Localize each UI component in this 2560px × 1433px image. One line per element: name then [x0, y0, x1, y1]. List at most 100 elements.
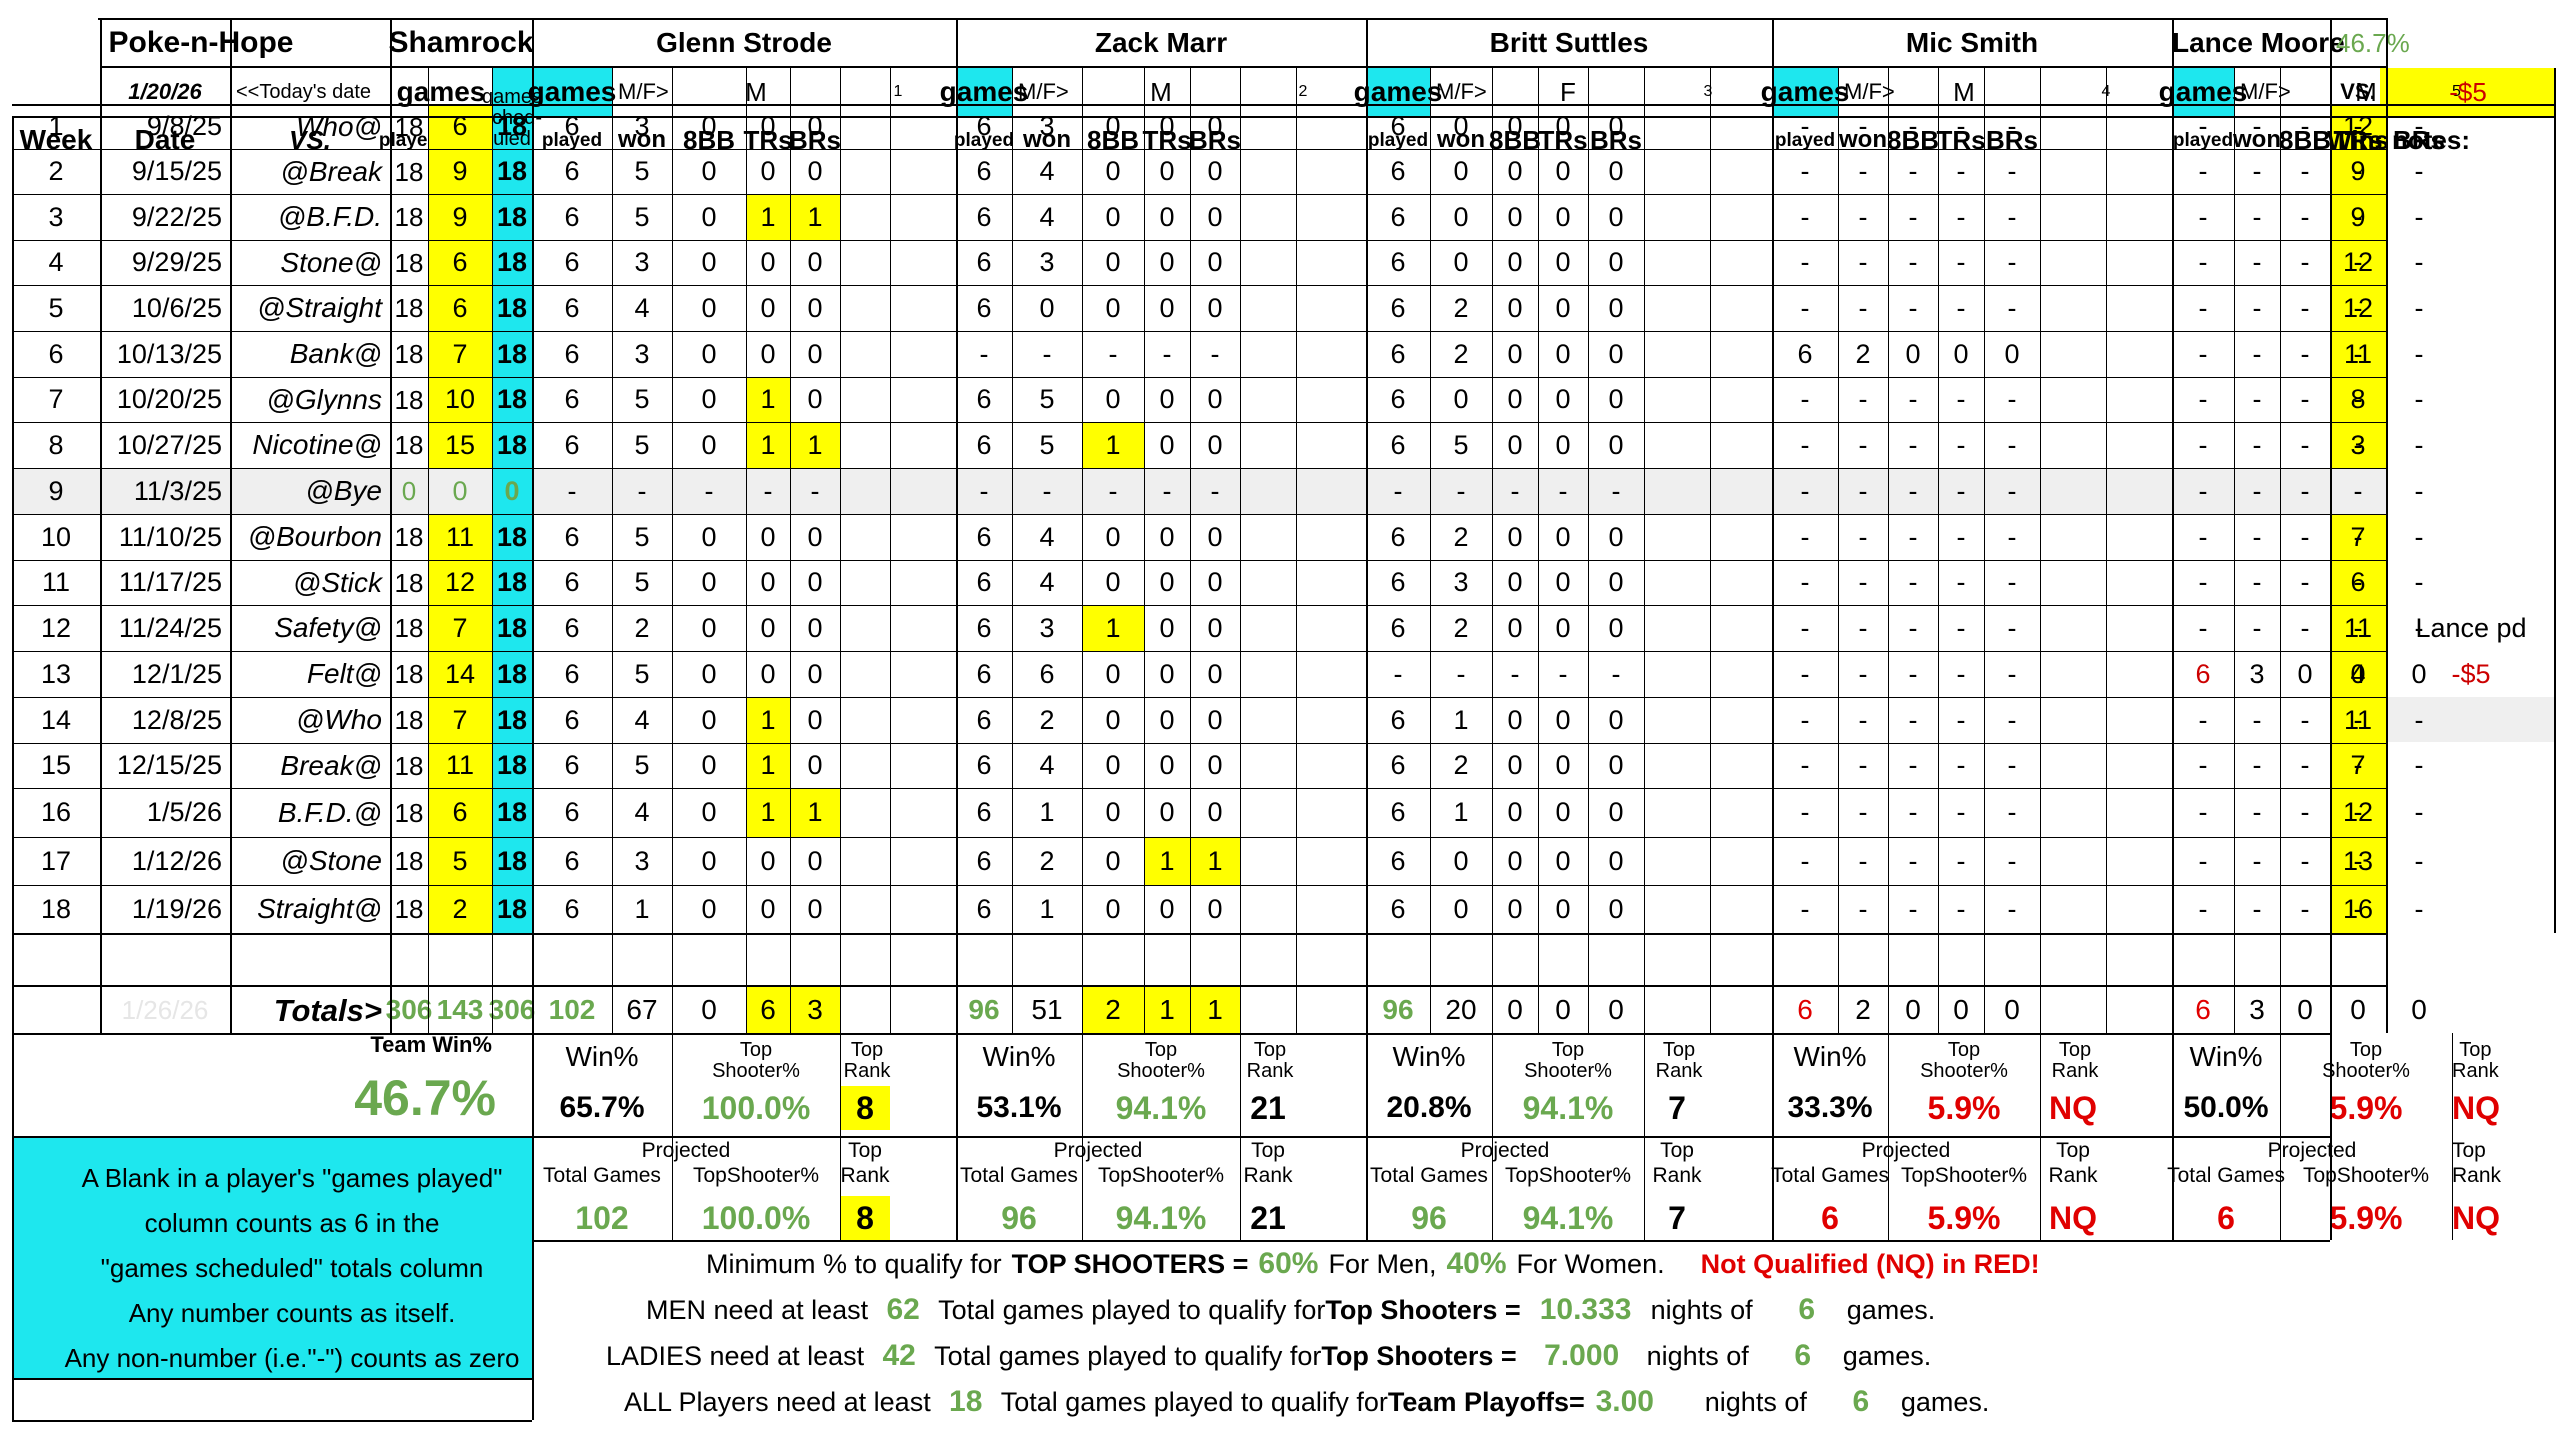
player-total: 1	[1144, 987, 1190, 1033]
column-line	[2040, 68, 2041, 1033]
player-stat: 0	[760, 567, 776, 597]
player-stat: -	[1956, 658, 1966, 689]
week-number: 8	[48, 429, 64, 460]
player-stat: 0	[1105, 845, 1121, 876]
player-stat: -	[2198, 845, 2208, 876]
player-won-label: won	[2233, 126, 2281, 153]
nights-of-label: nights of	[1704, 1386, 1807, 1417]
player-stat: 0	[760, 247, 776, 277]
player-stat: 3	[634, 111, 650, 141]
player-stat: 6	[564, 750, 580, 780]
player-stat: 6	[1390, 612, 1406, 643]
week-number: 1	[48, 111, 64, 141]
wins-cell-bg	[2330, 422, 2386, 468]
rules-line: LADIES need at least 42 Total games played…	[560, 1336, 2160, 1376]
team-scheduled: 18	[496, 658, 528, 689]
player-stat: 2	[1453, 292, 1469, 323]
player-stat: 0	[1608, 429, 1624, 460]
wins-cell-bg	[2330, 285, 2386, 331]
player-stat: -	[1956, 156, 1966, 186]
wins-cell-bg	[2330, 104, 2386, 149]
column-line	[2386, 18, 2388, 1033]
team-played: 18	[394, 750, 424, 781]
opponent: Felt@	[306, 658, 382, 689]
player-stat: -	[1800, 567, 1810, 597]
player-stat: -	[1800, 292, 1810, 323]
week-note: -$5	[2451, 658, 2491, 689]
team-won: 0	[452, 475, 468, 506]
stats-player-divider	[956, 1033, 958, 1240]
player-stat: 0	[1207, 292, 1223, 323]
player-stat: 5	[634, 521, 650, 552]
player-stat: -	[1800, 156, 1810, 186]
team-won: 7	[428, 605, 492, 651]
player-total: 2	[1082, 987, 1144, 1033]
player-stat: -	[2198, 338, 2208, 369]
player-stat: 6	[1390, 521, 1406, 552]
opponent-team-name: Shamrock	[388, 26, 534, 59]
week-number: 5	[48, 292, 64, 323]
player-stat: 1	[1144, 837, 1190, 885]
player-stat: -	[1393, 475, 1403, 506]
player-stat: 1	[1082, 422, 1144, 468]
week-wins: 7	[2350, 521, 2366, 552]
header-bottom-line	[12, 104, 2554, 106]
player-stat: -	[2300, 893, 2310, 924]
player-stat: -	[2300, 521, 2310, 552]
player-stat: -	[1393, 658, 1403, 689]
team-played: 18	[394, 430, 424, 460]
player-stat: 0	[1105, 201, 1121, 232]
player-stat: -	[2353, 704, 2363, 735]
player-stat: 6	[564, 658, 580, 689]
team-scheduled: 18	[496, 247, 528, 277]
row-line	[12, 468, 2386, 469]
week-wins: 16	[2342, 893, 2374, 924]
games-per-night: 6	[1798, 1293, 1816, 1326]
wins-label: Wins	[2327, 125, 2389, 155]
player-stat: 0	[1555, 156, 1571, 186]
player-win-pct: 53.1%	[976, 1091, 1062, 1124]
player-stat: 0	[1105, 521, 1121, 552]
player-stat: -	[2198, 156, 2208, 186]
player-stat: 4	[634, 797, 650, 827]
mf-label: M/F>	[1018, 79, 1069, 104]
player-stat: 0	[1453, 845, 1469, 876]
projected-total-games: 102	[575, 1200, 629, 1236]
player-stat: -	[2252, 111, 2262, 141]
stats-sub-divider	[1240, 1033, 1241, 1240]
player-stat: -	[2007, 893, 2017, 924]
team-played: 18	[394, 705, 424, 735]
player-stat: 0	[1507, 156, 1523, 186]
player-stat: 5	[634, 384, 650, 414]
player-stat: -	[2414, 156, 2424, 186]
player-stat: 0	[1159, 429, 1175, 460]
player-stat: 1	[746, 788, 790, 837]
rules-line: Minimum % to qualify for TOP SHOOTERS = 60…	[560, 1244, 2160, 1284]
player-stat: -	[1558, 658, 1568, 689]
player-stat: 6	[1390, 201, 1406, 232]
player-stat: -	[1858, 704, 1868, 735]
player-stat: -	[1858, 429, 1868, 460]
player-stat: -	[2198, 111, 2208, 141]
week-number: 14	[40, 704, 72, 735]
player-total: 0	[701, 994, 717, 1025]
opponent: Straight@	[257, 893, 382, 924]
week-wins: 4	[2350, 658, 2366, 689]
wins-cell-bg	[2330, 605, 2386, 651]
team-played: 18	[394, 339, 424, 369]
rule-bold: TOP SHOOTERS =	[1011, 1248, 1249, 1279]
projected-total-games: 96	[1411, 1200, 1447, 1236]
player-stat: 0	[1608, 247, 1624, 277]
week-date: 1/5/26	[146, 797, 222, 827]
player-stat: 0	[807, 658, 823, 689]
player-index: 1	[893, 83, 903, 100]
player-stat: -	[1210, 475, 1220, 506]
total-played: 306	[385, 994, 433, 1025]
player-games-label: games	[1760, 76, 1850, 107]
player-stat: -	[2007, 292, 2017, 323]
player-stat: 0	[1207, 797, 1223, 827]
projected-top-shooter-pct: 94.1%	[1115, 1200, 1207, 1236]
player-stat: 5	[634, 567, 650, 597]
player-stat: 6	[564, 384, 580, 414]
row-line	[12, 285, 2386, 286]
